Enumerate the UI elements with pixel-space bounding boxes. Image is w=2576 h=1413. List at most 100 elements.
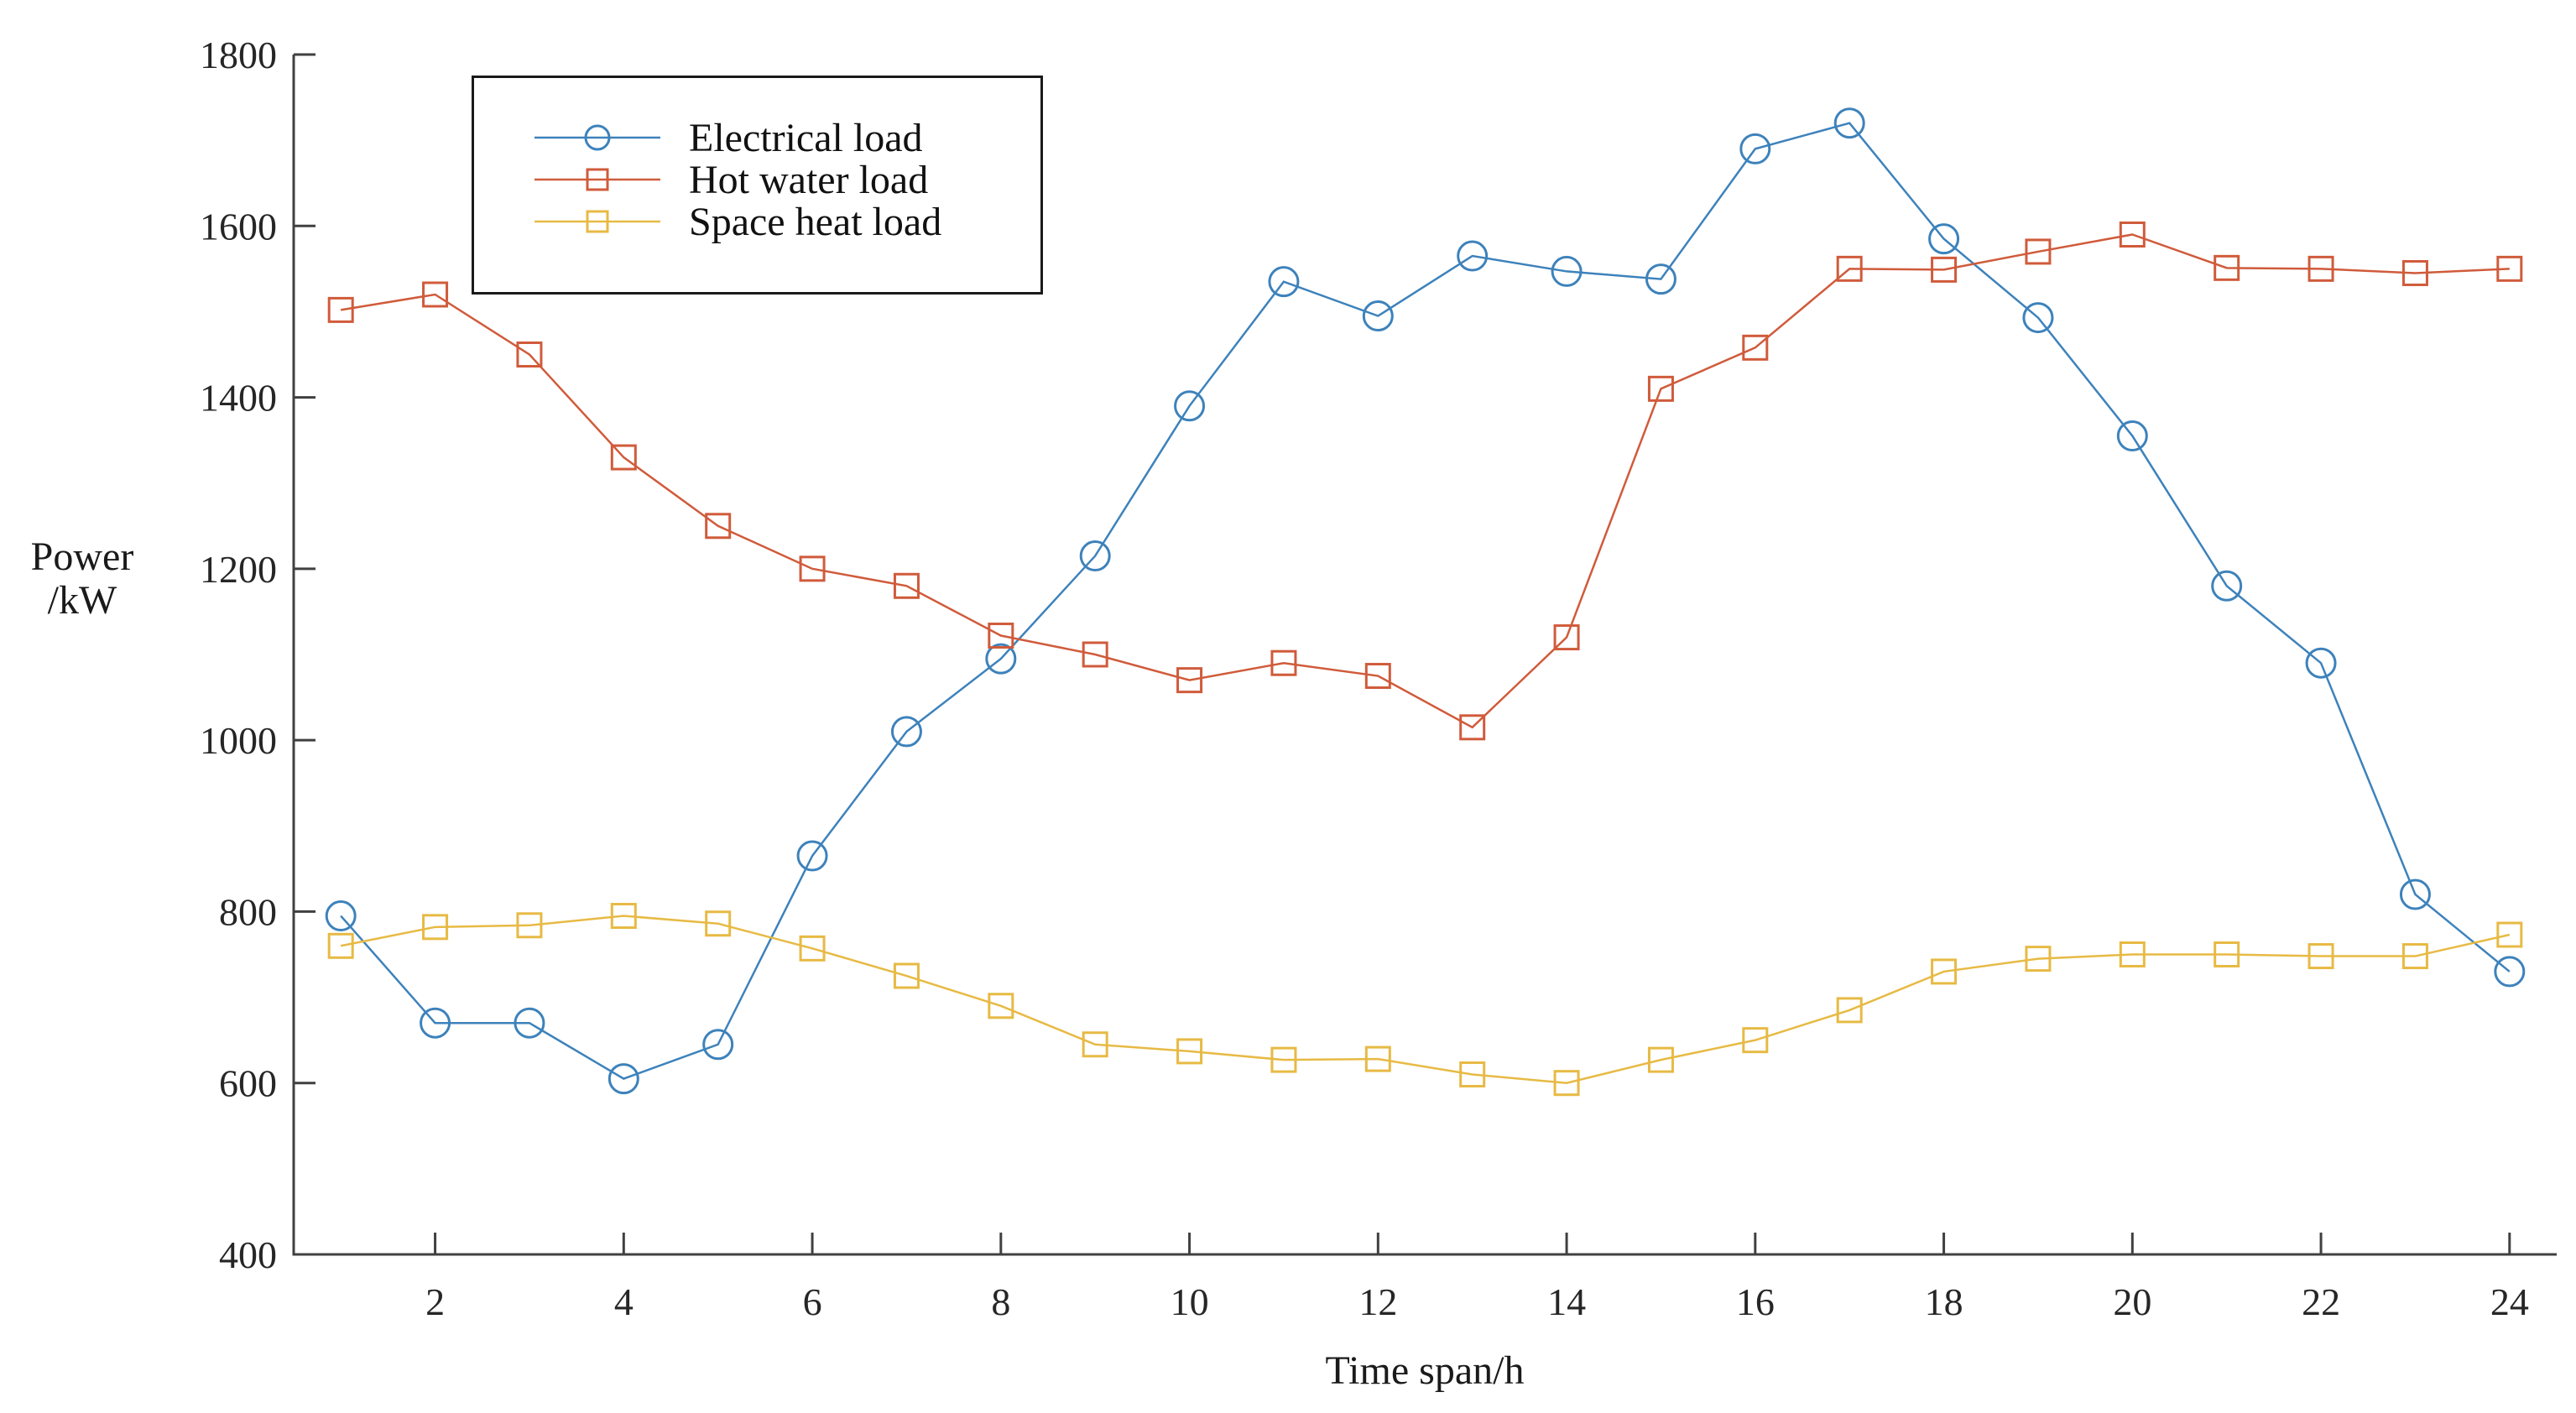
- y-tick-label: 1200: [200, 548, 277, 591]
- data-point-square: [1082, 1031, 1108, 1058]
- x-tick-label: 18: [1925, 1280, 1963, 1323]
- data-point-square: [2119, 941, 2146, 967]
- data-point-square: [1176, 667, 1203, 694]
- data-point-square: [1270, 1046, 1297, 1073]
- x-axis-title: Time span/h: [1325, 1348, 1525, 1393]
- data-point-circle: [2494, 956, 2526, 988]
- data-point-circle: [2022, 302, 2054, 334]
- legend-label: Hot water load: [689, 157, 929, 202]
- data-point-square: [2307, 943, 2334, 970]
- data-point-square: [705, 513, 732, 540]
- x-tick-label: 6: [803, 1280, 822, 1323]
- y-tick-label: 1000: [200, 719, 277, 762]
- x-tick-label: 4: [614, 1280, 634, 1323]
- legend-item-space-heat-load: Space heat load: [534, 199, 1040, 244]
- data-point-square: [516, 342, 543, 368]
- x-tick-label: 14: [1547, 1280, 1586, 1323]
- data-point-circle: [1928, 223, 1960, 255]
- data-point-circle: [514, 1007, 545, 1039]
- y-axis-title-line2: /kW: [47, 578, 117, 623]
- data-point-square: [2025, 946, 2052, 972]
- data-point-circle: [702, 1029, 734, 1061]
- data-point-square: [1836, 997, 1863, 1024]
- y-tick-label: 1600: [200, 205, 277, 248]
- data-point-square: [799, 935, 826, 962]
- data-point-square: [1742, 334, 1769, 361]
- y-axis-title-line1: Power: [30, 534, 134, 579]
- data-point-square: [2119, 222, 2146, 248]
- data-point-square: [988, 623, 1014, 649]
- data-point-square: [2025, 238, 2052, 265]
- x-tick-label: 10: [1171, 1280, 1209, 1323]
- legend-box: Electrical load Hot water load Space hea…: [472, 76, 1043, 295]
- data-point-square: [1931, 256, 1958, 283]
- legend-label: Space heat load: [689, 199, 942, 244]
- data-point-square: [1931, 958, 1958, 985]
- data-point-square: [1647, 1046, 1674, 1073]
- data-point-circle: [2305, 647, 2337, 679]
- y-tick-label: 1800: [200, 34, 277, 76]
- data-point-square: [799, 555, 826, 582]
- data-point-circle: [420, 1007, 451, 1039]
- x-tick-label: 16: [1736, 1280, 1775, 1323]
- data-point-circle: [1645, 263, 1676, 295]
- data-point-square: [705, 910, 732, 937]
- data-point-circle: [796, 840, 828, 872]
- data-point-square: [1459, 1061, 1486, 1087]
- data-point-square: [327, 932, 354, 959]
- data-point-circle: [2116, 420, 2148, 452]
- x-tick-label: 2: [425, 1280, 445, 1323]
- data-point-circle: [1174, 390, 1206, 422]
- electrical-load-line-circle-marker-icon: [534, 124, 660, 151]
- data-point-square: [2496, 255, 2523, 282]
- data-point-square: [893, 572, 920, 599]
- x-tick-label: 24: [2490, 1280, 2529, 1323]
- data-point-circle: [1079, 540, 1111, 572]
- legend-item-hot-water-load: Hot water load: [534, 157, 1040, 202]
- data-point-square: [1364, 1045, 1391, 1072]
- data-point-square: [893, 962, 920, 989]
- data-point-circle: [607, 1063, 639, 1095]
- legend-label: Electrical load: [689, 115, 923, 160]
- x-tick-label: 20: [2113, 1280, 2151, 1323]
- data-point-square: [2214, 254, 2240, 281]
- data-point-square: [1647, 375, 1674, 402]
- data-point-circle: [1457, 240, 1489, 272]
- data-point-square: [422, 281, 449, 308]
- data-point-square: [327, 296, 354, 323]
- data-point-square: [2214, 941, 2240, 967]
- y-tick-label: 800: [219, 890, 277, 933]
- y-tick-label: 400: [219, 1233, 277, 1276]
- data-point-square: [516, 912, 543, 939]
- data-point-square: [1176, 1038, 1203, 1065]
- data-point-square: [1553, 624, 1580, 651]
- series-line-2: [340, 915, 2511, 1084]
- data-point-square: [422, 914, 449, 941]
- data-point-circle: [325, 900, 357, 932]
- series-line-1: [340, 233, 2510, 729]
- data-point-circle: [1268, 266, 1300, 298]
- y-tick-label: 600: [219, 1062, 277, 1105]
- data-point-circle: [1739, 133, 1771, 164]
- data-point-circle: [2399, 879, 2431, 910]
- data-point-square: [1836, 255, 1863, 282]
- space-heat-load-line-square-marker-icon: [534, 210, 660, 233]
- data-point-square: [2307, 255, 2334, 282]
- data-point-circle: [1362, 300, 1394, 332]
- data-point-square: [1459, 714, 1486, 741]
- data-point-square: [2401, 943, 2428, 970]
- data-point-circle: [2211, 570, 2243, 602]
- legend-item-electrical-load: Electrical load: [534, 115, 1040, 160]
- data-point-square: [610, 903, 637, 930]
- data-point-square: [1270, 649, 1297, 676]
- series-line-0: [340, 122, 2511, 1080]
- data-point-circle: [985, 643, 1017, 675]
- data-point-square: [2401, 259, 2428, 286]
- data-point-circle: [1551, 255, 1583, 287]
- hot-water-load-line-square-marker-icon: [534, 168, 660, 191]
- data-point-circle: [890, 716, 922, 748]
- y-tick-label: 1400: [200, 377, 277, 420]
- x-tick-label: 22: [2302, 1280, 2340, 1323]
